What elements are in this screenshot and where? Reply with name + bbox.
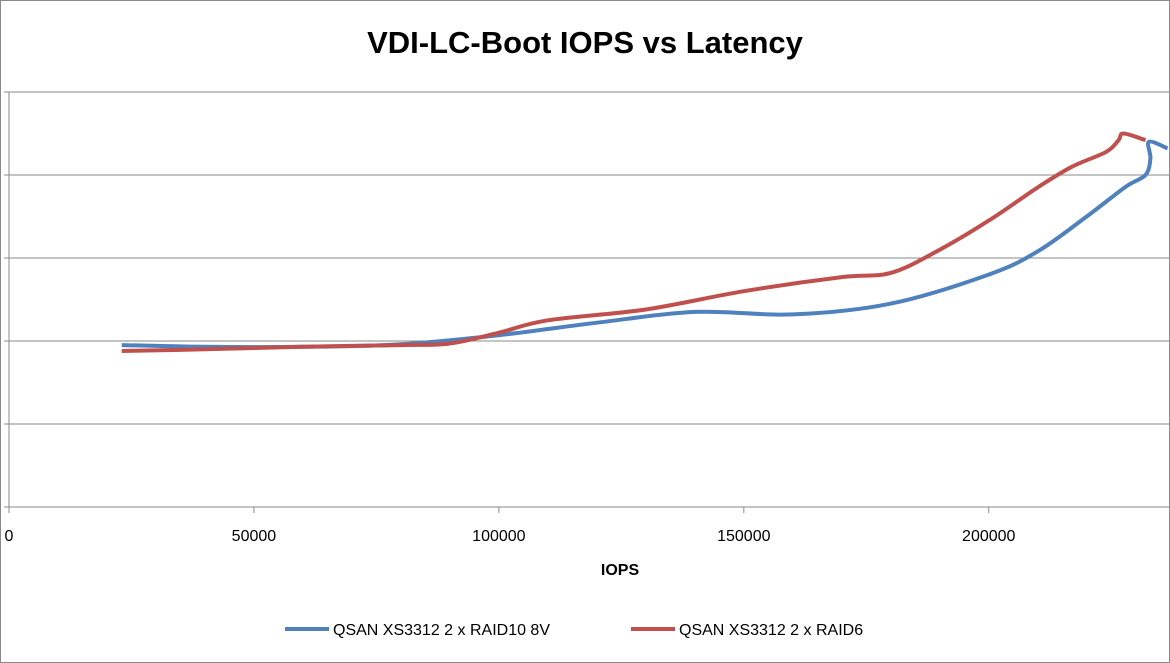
x-tick-label: 200000 <box>962 528 1015 545</box>
x-axis-title: IOPS <box>601 562 640 579</box>
x-tick-label: 100000 <box>472 528 525 545</box>
x-tick-label: 50000 <box>232 528 277 545</box>
x-ticks: 0 50000 100000 150000 200000 <box>4 91 1016 545</box>
gridlines <box>9 91 1170 425</box>
legend-label-1: QSAN XS3312 2 x RAID10 8V <box>333 622 550 639</box>
series-line-2 <box>121 131 1147 353</box>
legend-label-2: QSAN XS3312 2 x RAID6 <box>679 622 863 639</box>
series-lines <box>121 131 1169 353</box>
legend: QSAN XS3312 2 x RAID10 8V QSAN XS3312 2 x… <box>285 622 863 639</box>
x-tick-label: 150000 <box>717 528 770 545</box>
chart-title: VDI-LC-Boot IOPS vs Latency <box>367 25 804 60</box>
x-tick-label: 0 <box>5 528 14 545</box>
